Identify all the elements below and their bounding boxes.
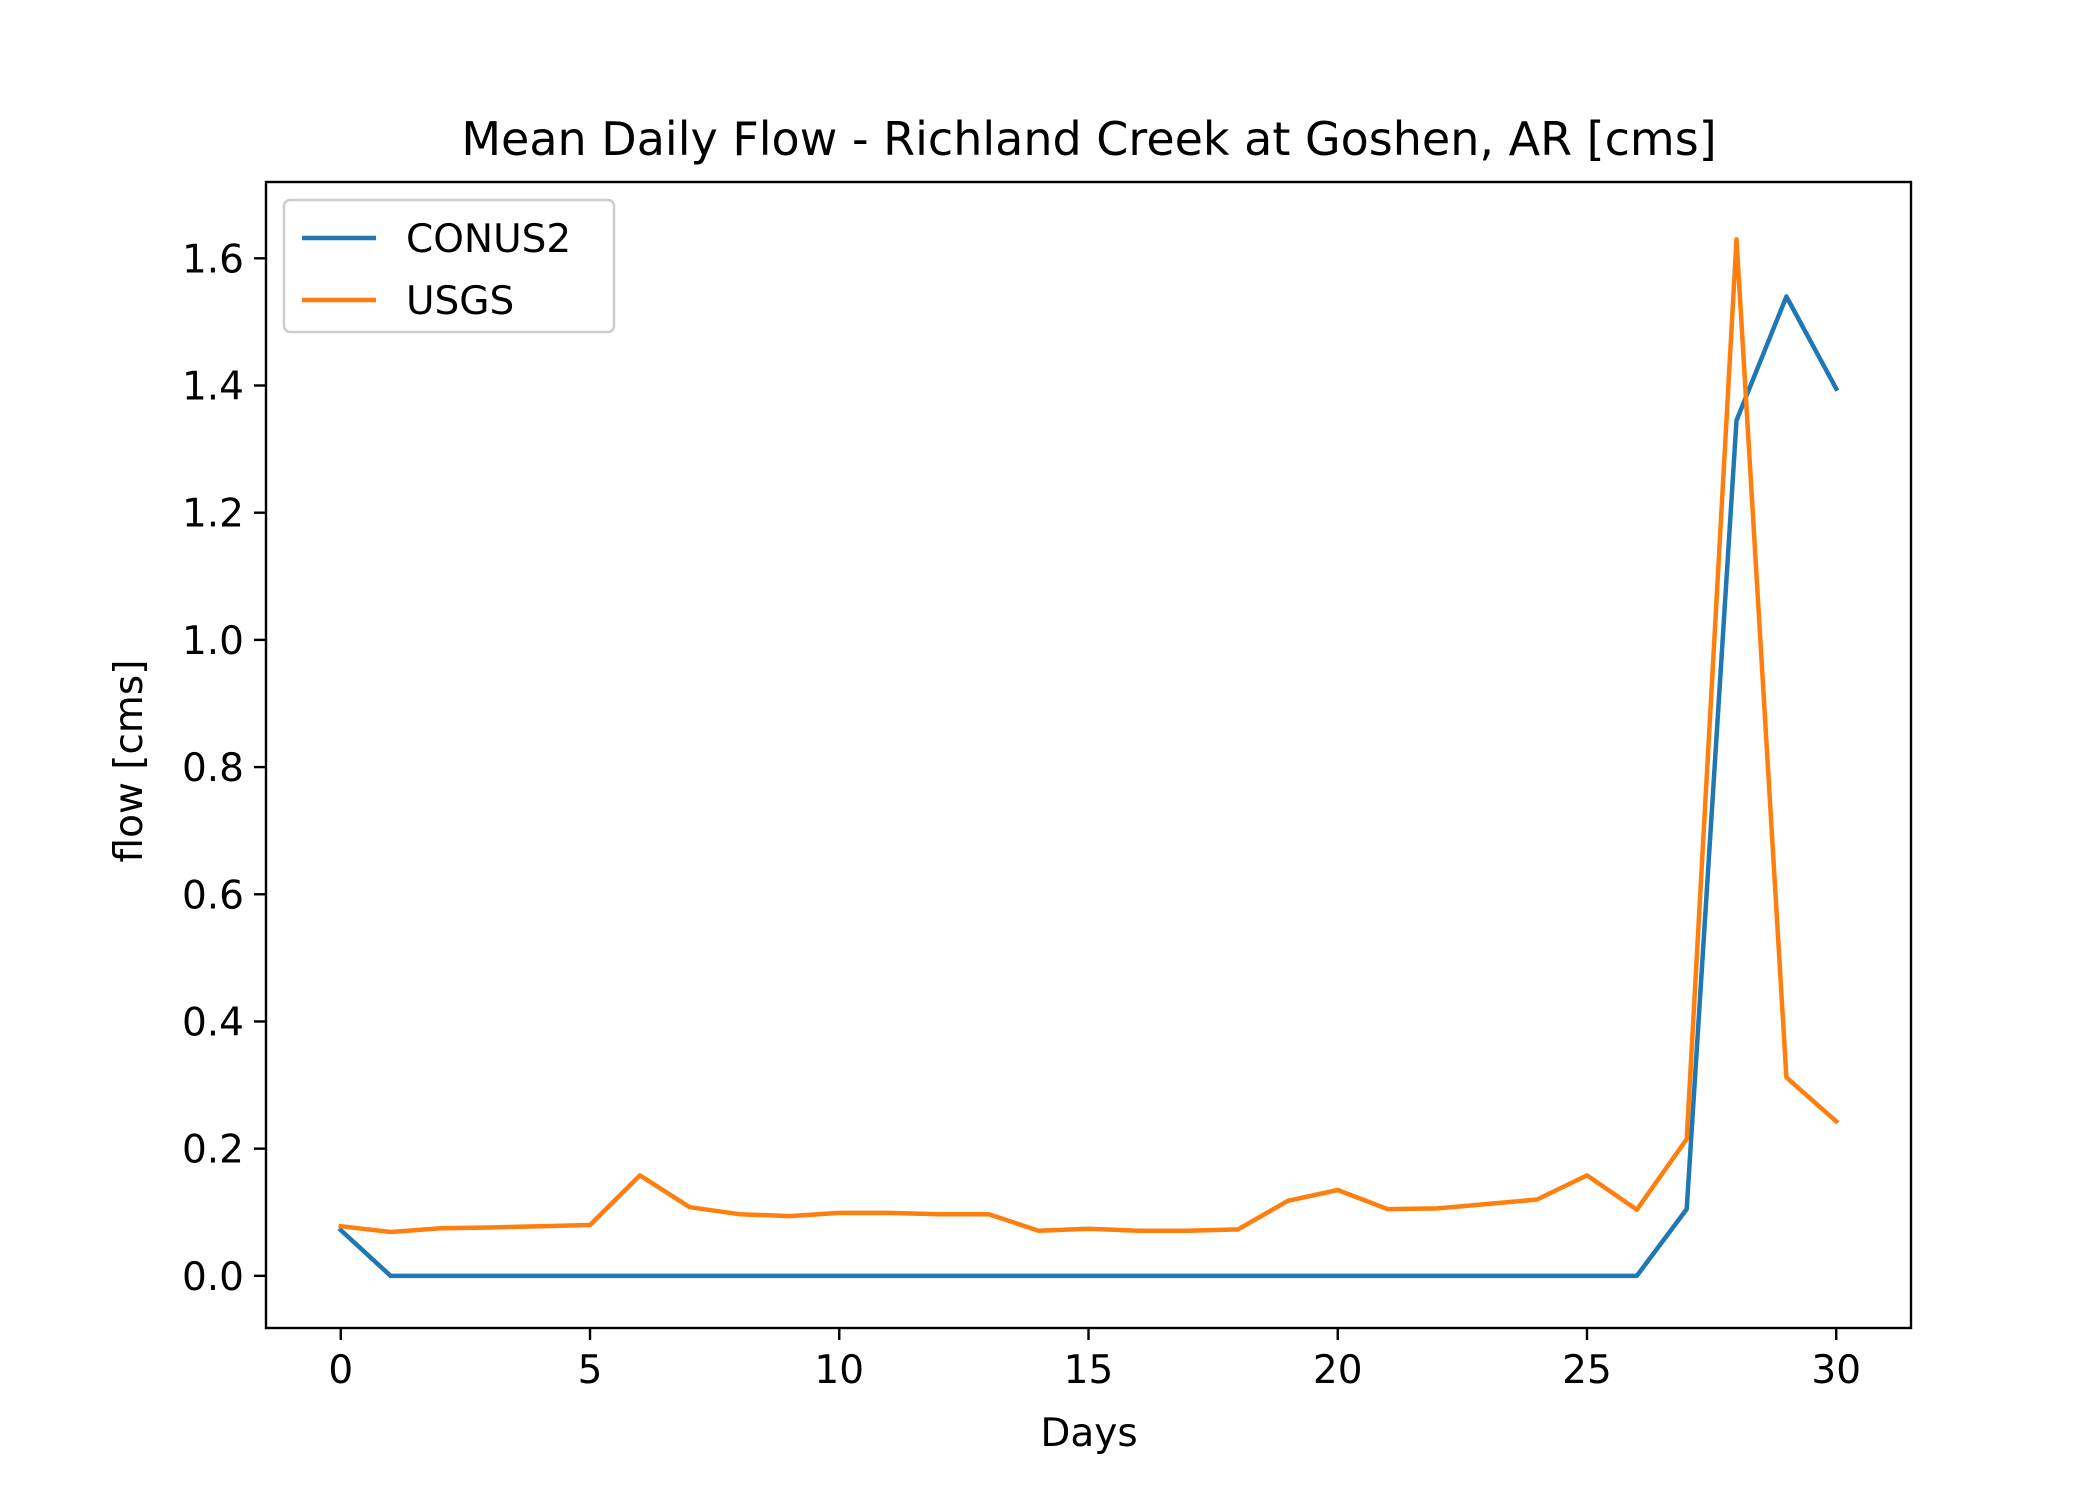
legend-label-usgs: USGS (406, 279, 514, 324)
y-tick-label: 1.0 (182, 619, 244, 664)
y-tick-label: 0.2 (182, 1128, 244, 1173)
y-axis-label: flow [cms] (107, 660, 152, 863)
legend-label-conus2: CONUS2 (406, 217, 571, 262)
y-tick-label: 0.8 (182, 746, 244, 791)
x-tick-label: 0 (328, 1348, 353, 1393)
y-tick-label: 0.6 (182, 873, 244, 918)
y-tick-label: 0.4 (182, 1000, 244, 1045)
plot-area: 0 5 10 15 20 25 30 0.0 0.2 0.4 0.6 0.8 1.0 1.2 1.4 1.6 (182, 180, 1913, 1393)
series-line-conus2 (337, 294, 1840, 1279)
x-tick-label: 30 (1811, 1348, 1861, 1393)
x-axis-label: Days (1040, 1411, 1137, 1456)
y-tick-label: 1.6 (182, 237, 244, 282)
x-tick-label: 25 (1562, 1348, 1612, 1393)
y-tick-label: 0.0 (182, 1255, 244, 1300)
legend: CONUS2 USGS (282, 198, 616, 334)
x-tick-label: 5 (578, 1348, 603, 1393)
x-tick-label: 20 (1313, 1348, 1363, 1393)
axes-frame (264, 180, 1913, 1330)
y-tick-label: 1.4 (182, 365, 244, 410)
series-line-usgs (338, 236, 1840, 1235)
chart-title: Mean Daily Flow - Richland Creek at Gosh… (461, 112, 1716, 166)
y-tick-label: 1.2 (182, 492, 244, 537)
x-tick-label: 15 (1064, 1348, 1114, 1393)
x-tick-label: 10 (814, 1348, 864, 1393)
